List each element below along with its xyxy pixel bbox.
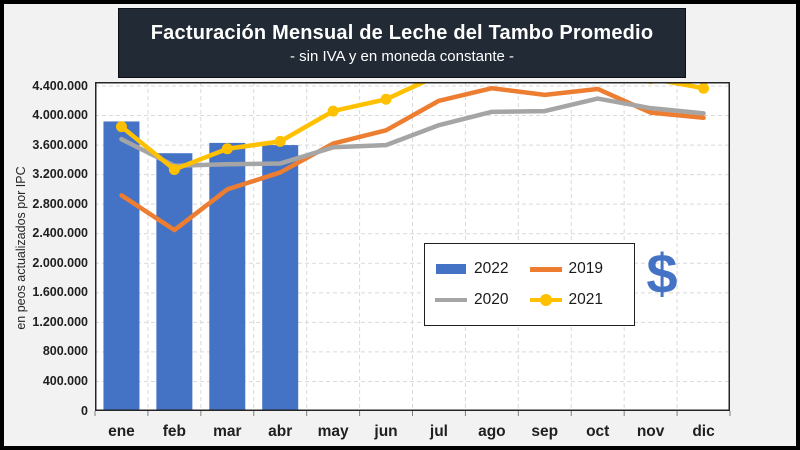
line-2019 bbox=[119, 85, 706, 233]
chart-title: Facturación Mensual de Leche del Tambo P… bbox=[150, 21, 654, 44]
x-tick-label-jun: jun bbox=[374, 423, 398, 440]
x-tick-label-dic: dic bbox=[692, 423, 715, 440]
marker-2021-abr bbox=[274, 135, 286, 147]
y-tick-label: 2.400.000 bbox=[32, 226, 88, 241]
line-2021 bbox=[115, 82, 710, 175]
legend-swatch-line bbox=[435, 294, 467, 306]
legend-swatch-bar bbox=[435, 263, 467, 275]
x-tick-label-feb: feb bbox=[162, 423, 186, 440]
marker-2021-ene bbox=[115, 121, 127, 133]
y-tick-label: 1.200.000 bbox=[32, 314, 88, 329]
legend-label: 2019 bbox=[568, 260, 603, 278]
chart-canvas bbox=[94, 82, 731, 416]
x-tick-label-oct: oct bbox=[586, 423, 610, 440]
y-tick-label: 3.600.000 bbox=[32, 137, 88, 152]
x-tick-label-ago: ago bbox=[478, 423, 506, 440]
y-tick-label: 400.000 bbox=[42, 373, 88, 388]
y-tick-label: 800.000 bbox=[42, 344, 88, 359]
legend-item-2021: 2021 bbox=[529, 290, 625, 309]
legend: 2022 2019 2020 2021 bbox=[424, 243, 635, 326]
legend-item-2020: 2020 bbox=[435, 291, 530, 309]
y-tick-label: 2.800.000 bbox=[32, 196, 88, 211]
bar-2022-ene bbox=[103, 121, 140, 411]
plot-border bbox=[95, 82, 730, 411]
x-tick-label-jul: jul bbox=[429, 423, 448, 440]
x-axis-ticks bbox=[94, 411, 731, 416]
legend-item-2022: 2022 bbox=[435, 260, 530, 278]
x-tick-label-sep: sep bbox=[531, 423, 559, 440]
y-tick-label: 1.600.000 bbox=[32, 285, 88, 300]
gridlines bbox=[95, 82, 730, 411]
legend-swatch-line bbox=[529, 263, 562, 275]
x-tick-label-may: may bbox=[317, 423, 349, 440]
x-tick-label-ene: ene bbox=[108, 423, 135, 440]
y-tick-label: 4.000.000 bbox=[32, 108, 88, 123]
legend-label: 2021 bbox=[568, 290, 603, 308]
y-tick-label: 0 bbox=[81, 403, 88, 418]
marker-2021-mar bbox=[221, 143, 233, 155]
marker-2021-dic bbox=[698, 82, 710, 94]
x-tick-label-nov: nov bbox=[636, 423, 665, 440]
marker-2021-jun bbox=[380, 93, 392, 105]
y-tick-label: 2.000.000 bbox=[32, 255, 88, 270]
x-tick-label-mar: mar bbox=[213, 423, 242, 440]
y-tick-label: 3.200.000 bbox=[32, 167, 88, 182]
chart-title-box: Facturación Mensual de Leche del Tambo P… bbox=[118, 8, 686, 78]
line-2020 bbox=[119, 96, 706, 169]
x-tick-label-abr: abr bbox=[268, 423, 293, 440]
marker-2021-feb bbox=[168, 163, 180, 175]
legend-label: 2020 bbox=[474, 290, 509, 308]
bars-2022 bbox=[103, 121, 299, 411]
y-tick-label: 4.400.000 bbox=[32, 78, 88, 93]
bar-2022-feb bbox=[156, 153, 193, 411]
dollar-icon: $ bbox=[646, 242, 678, 305]
legend-swatch-line-marker bbox=[529, 293, 562, 306]
bar-2022-abr bbox=[262, 145, 299, 411]
legend-item-2019: 2019 bbox=[529, 260, 625, 278]
chart-subtitle: - sin IVA y en moneda constante - bbox=[289, 47, 514, 65]
legend-label: 2022 bbox=[474, 260, 509, 278]
marker-2021-may bbox=[327, 105, 339, 117]
